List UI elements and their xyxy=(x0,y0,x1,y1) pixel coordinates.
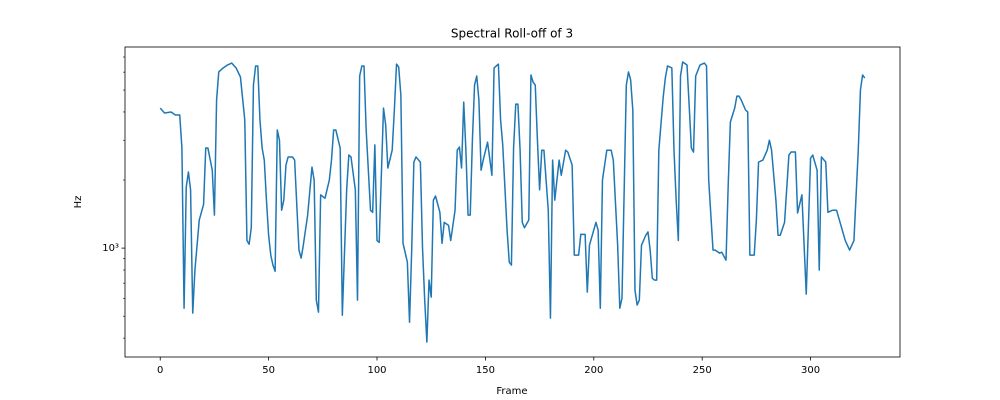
x-tick-label: 0 xyxy=(157,365,163,376)
plot-frame xyxy=(124,46,901,358)
x-tick-label: 150 xyxy=(476,365,495,376)
y-axis-label: Hz xyxy=(73,196,84,209)
x-tick-label: 50 xyxy=(262,365,275,376)
y-tick-label: 10³ xyxy=(102,243,119,254)
x-tick-label: 300 xyxy=(801,365,820,376)
data-line xyxy=(159,61,866,343)
x-tick-label: 100 xyxy=(367,365,386,376)
x-tick-label: 250 xyxy=(693,365,712,376)
x-tick-label: 200 xyxy=(584,365,603,376)
chart-title: Spectral Roll-off of 3 xyxy=(451,27,573,41)
x-axis-label: Frame xyxy=(496,386,527,397)
